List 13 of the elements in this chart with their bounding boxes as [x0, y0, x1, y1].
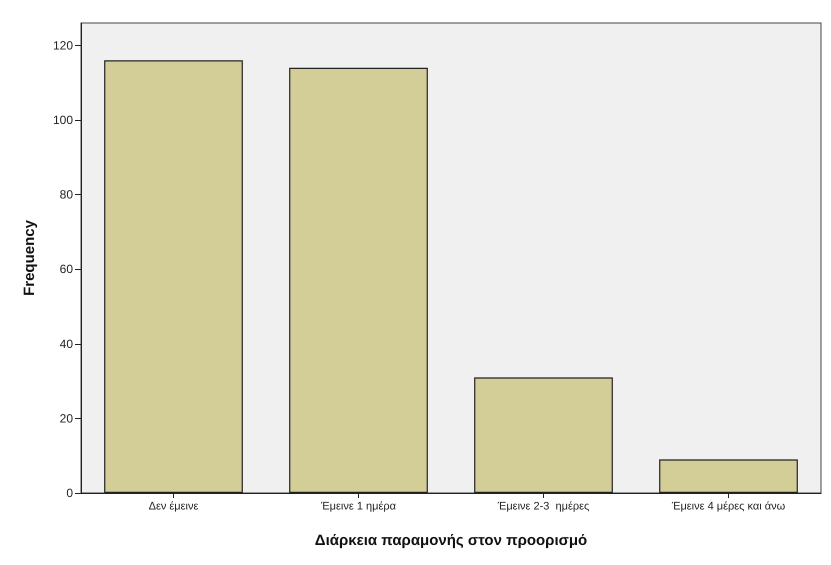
y-tick-label: 20: [60, 411, 74, 426]
x-tick-label: Έμεινε 1 ημέρα: [320, 500, 397, 512]
x-tick-label: Δεν έμεινε: [148, 500, 198, 512]
y-axis-title: Frequency: [21, 219, 38, 296]
x-axis-title: Διάρκεια παραμονής στον προορισμό: [314, 532, 588, 549]
x-tick-label: Έμεινε 4 μέρες και άνω: [670, 500, 786, 512]
y-tick-label: 120: [52, 38, 74, 52]
y-tick-label: 60: [60, 262, 74, 276]
x-tick-label: Έμεινε 2-3 ημέρες: [496, 500, 590, 512]
y-tick-label: 80: [60, 188, 74, 202]
y-tick-label: 40: [60, 336, 74, 351]
y-tick-label: 0: [66, 486, 74, 500]
y-tick-label: 100: [52, 112, 74, 127]
